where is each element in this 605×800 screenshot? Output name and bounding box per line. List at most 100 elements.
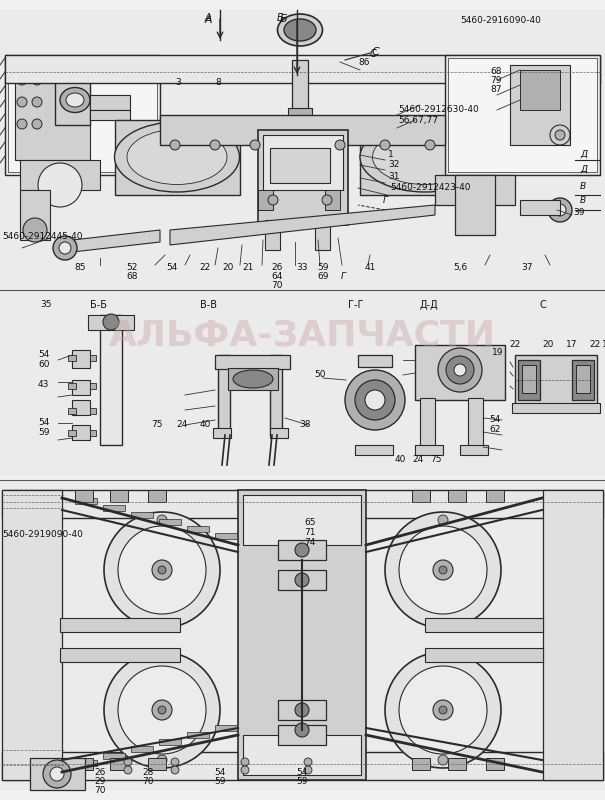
Bar (88, 315, 134, 330)
Text: 59: 59 (296, 777, 308, 786)
Ellipse shape (233, 370, 273, 388)
Circle shape (59, 242, 71, 254)
Circle shape (118, 666, 206, 754)
Circle shape (241, 758, 249, 766)
Bar (8, 58, 157, 172)
Bar (5, 55, 600, 83)
Ellipse shape (127, 130, 227, 185)
Text: 70: 70 (94, 786, 106, 795)
Circle shape (53, 236, 77, 260)
Text: 86: 86 (358, 58, 370, 67)
Circle shape (550, 125, 570, 145)
Bar (131, 512, 153, 518)
Circle shape (23, 218, 47, 242)
Circle shape (32, 75, 42, 85)
Bar (243, 495, 361, 545)
Bar (215, 355, 290, 369)
Circle shape (399, 666, 487, 754)
Bar (90, 383, 96, 389)
Bar (468, 398, 483, 448)
Bar (412, 490, 430, 502)
Text: 87: 87 (490, 85, 502, 94)
Bar (110, 490, 128, 502)
Text: 85: 85 (74, 263, 86, 272)
Circle shape (548, 198, 572, 222)
Text: 68: 68 (490, 67, 502, 76)
Circle shape (433, 560, 453, 580)
Bar (360, 120, 490, 195)
Text: А: А (204, 13, 211, 23)
Text: 26: 26 (271, 263, 283, 272)
Text: 65: 65 (304, 518, 316, 527)
Text: 54: 54 (38, 350, 50, 359)
Bar (68, 430, 76, 436)
Bar (75, 760, 97, 766)
Text: 5460-2916090-40: 5460-2916090-40 (460, 16, 541, 25)
Bar (258, 190, 273, 210)
Text: Д: Д (580, 165, 587, 174)
Bar (159, 739, 181, 745)
Bar (288, 108, 312, 116)
Bar (75, 490, 93, 502)
Circle shape (17, 75, 27, 85)
Circle shape (438, 348, 482, 392)
Bar (270, 428, 288, 438)
Text: 54: 54 (296, 768, 308, 777)
Bar (510, 65, 570, 145)
Bar (420, 398, 435, 448)
Bar (90, 430, 96, 436)
Text: 31: 31 (388, 172, 399, 181)
Circle shape (170, 140, 180, 150)
Bar (512, 403, 600, 413)
Bar (520, 70, 560, 110)
Circle shape (446, 356, 474, 384)
Bar (75, 758, 93, 770)
Bar (355, 445, 393, 455)
Circle shape (385, 652, 501, 768)
Bar (60, 648, 180, 662)
Text: 8: 8 (215, 78, 221, 87)
Ellipse shape (373, 130, 477, 185)
Bar (72, 400, 90, 415)
Circle shape (304, 758, 312, 766)
Bar (520, 200, 560, 215)
Bar (0, 290, 605, 475)
Bar (238, 490, 366, 780)
Text: C: C (372, 47, 380, 57)
Text: 18: 18 (602, 340, 605, 349)
Text: Г: Г (383, 196, 388, 205)
Bar (75, 498, 97, 504)
Text: 70: 70 (142, 777, 154, 786)
Text: 62: 62 (489, 425, 501, 434)
Bar (213, 428, 231, 438)
Circle shape (152, 700, 172, 720)
Text: В: В (580, 182, 586, 191)
Text: 19: 19 (492, 348, 504, 357)
Text: 50: 50 (314, 370, 325, 379)
Bar (131, 746, 153, 752)
Bar (486, 490, 504, 502)
Bar (278, 540, 326, 560)
Circle shape (103, 314, 119, 330)
Circle shape (157, 515, 167, 525)
Bar (103, 753, 125, 759)
Bar (325, 190, 340, 210)
Ellipse shape (114, 122, 240, 192)
Bar (445, 55, 600, 175)
Text: 24: 24 (177, 420, 188, 429)
Bar (90, 95, 130, 110)
Bar (425, 618, 543, 632)
Text: Б-Б: Б-Б (90, 300, 107, 310)
Text: 21: 21 (243, 263, 253, 272)
Bar (543, 490, 603, 780)
Text: 54: 54 (38, 418, 50, 427)
Text: Д-Д: Д-Д (420, 300, 439, 310)
Text: Г-Г: Г-Г (348, 300, 364, 310)
Circle shape (104, 512, 220, 628)
Text: 38: 38 (299, 420, 311, 429)
Text: 35: 35 (40, 300, 51, 309)
Circle shape (124, 766, 132, 774)
Bar (100, 315, 122, 445)
Bar (412, 758, 430, 770)
Bar (270, 355, 282, 435)
